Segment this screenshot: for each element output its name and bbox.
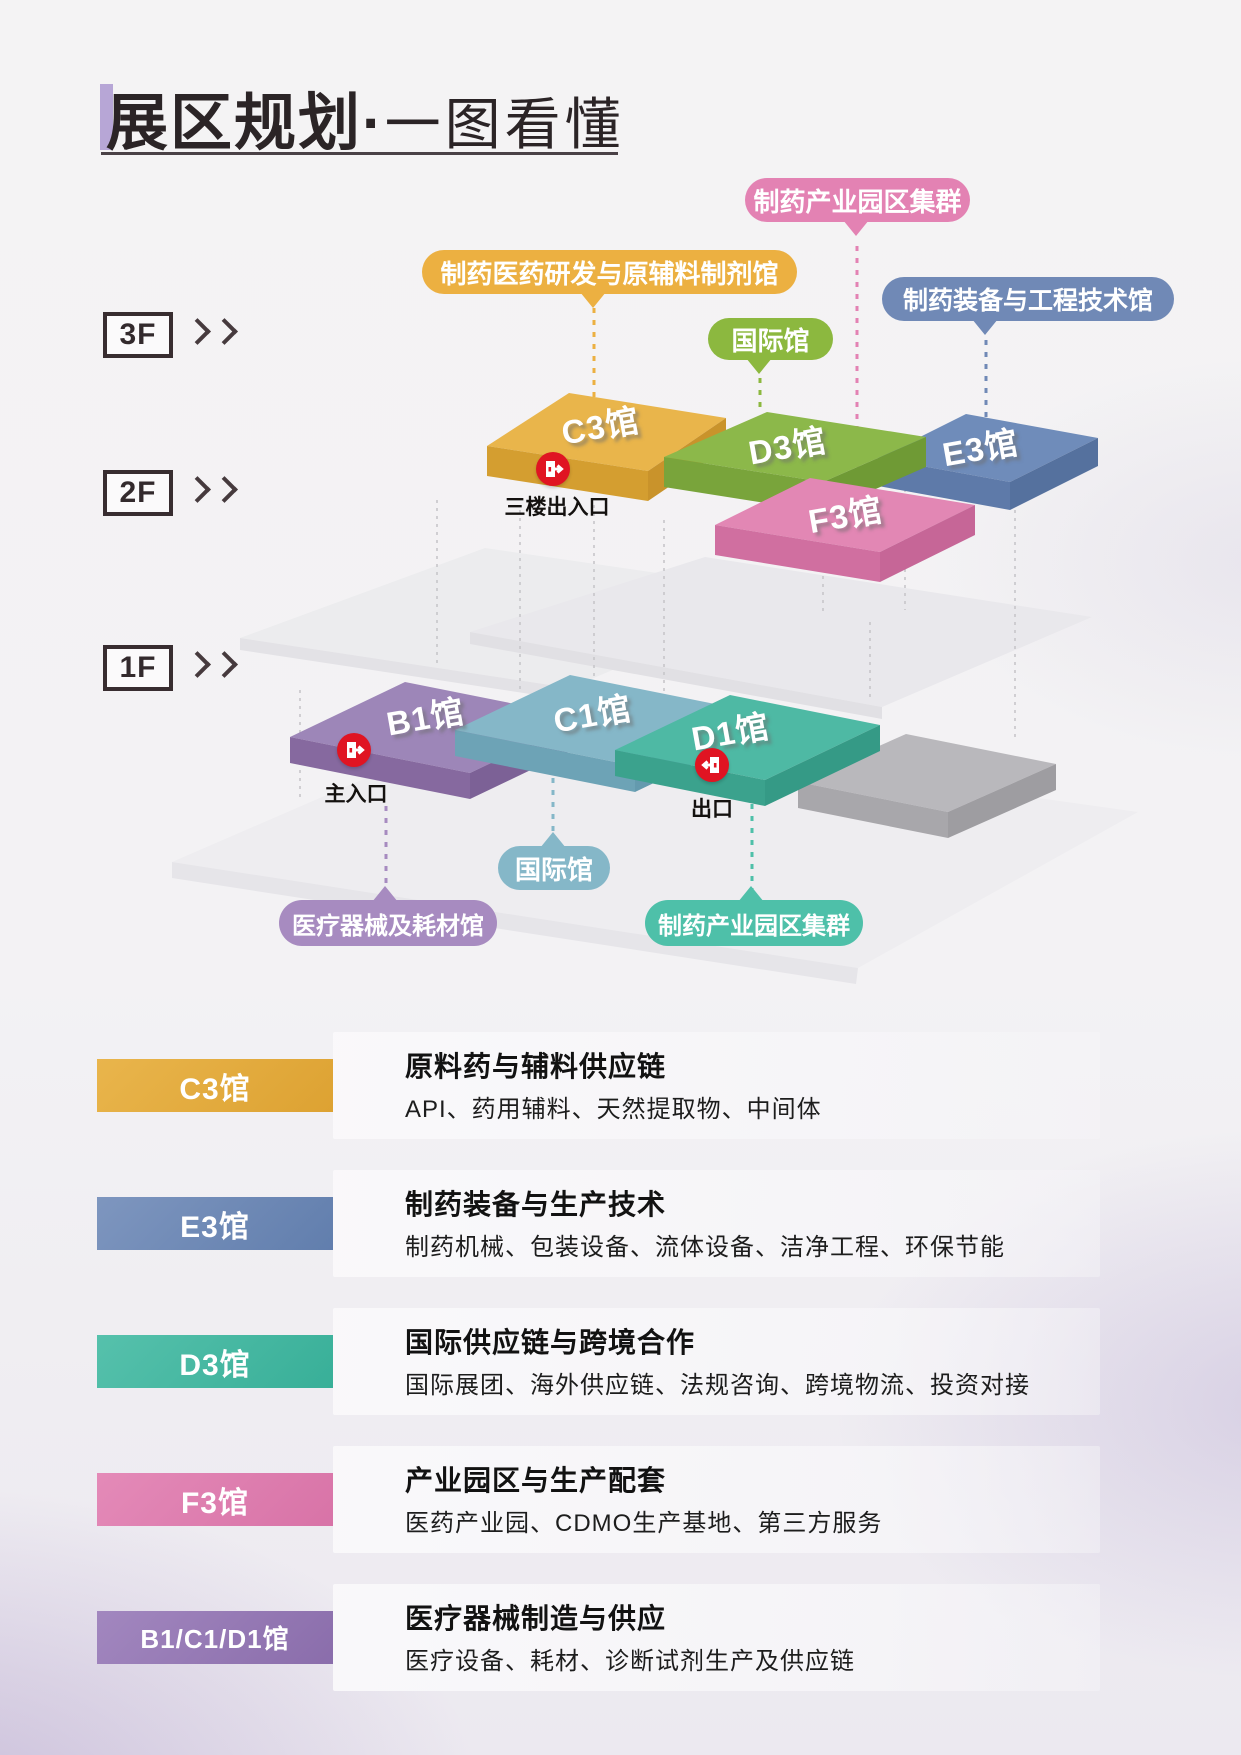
title-accent-bar	[100, 84, 113, 150]
legend-hall-badge-d3: D3馆	[97, 1335, 333, 1388]
page-title-light: 一图看懂	[384, 93, 625, 156]
callout-equipment-engineering: 制药装备与工程技术馆	[882, 277, 1174, 335]
page-title: 展区规划·一图看懂	[106, 72, 625, 162]
legend-row-c3: C3馆 原料药与辅料供应链 API、药用辅料、天然提取物、中间体	[0, 1032, 1241, 1139]
legend-hall-badge-b1c1d1: B1/C1/D1馆	[97, 1611, 333, 1664]
door-enter-icon	[695, 748, 729, 782]
callout-industrial-park-1f: 制药产业园区集群	[645, 886, 863, 946]
legend-desc: 制药机械、包装设备、流体设备、洁净工程、环保节能	[405, 1234, 1005, 1261]
legend-title: 原料药与辅料供应链	[405, 1051, 667, 1082]
door-exit-icon	[337, 733, 371, 767]
legend-panel	[333, 1584, 1100, 1691]
title-underline	[101, 152, 618, 155]
legend-row-e3: E3馆 制药装备与生产技术 制药机械、包装设备、流体设备、洁净工程、环保节能	[0, 1170, 1241, 1277]
door-exit-icon	[536, 452, 570, 486]
floorplan-scene	[172, 246, 1138, 984]
callout-international-1f: 国际馆	[498, 832, 610, 890]
legend-panel	[333, 1446, 1100, 1553]
floor-label-2f: 2F	[103, 470, 173, 516]
hall-f3-block	[715, 478, 975, 582]
legend-desc: 医药产业园、CDMO生产基地、第三方服务	[405, 1510, 883, 1537]
hall-d1-block	[615, 695, 880, 806]
legend-hall-badge-c3: C3馆	[97, 1059, 333, 1112]
legend-title: 产业园区与生产配套	[405, 1465, 667, 1496]
legend-row-b1c1d1: B1/C1/D1馆 医疗器械制造与供应 医疗设备、耗材、诊断试剂生产及供应链	[0, 1584, 1241, 1691]
legend-desc: 医疗设备、耗材、诊断试剂生产及供应链	[405, 1648, 855, 1675]
exit-label: 出口	[691, 798, 733, 821]
main-entrance-label: 主入口	[324, 783, 388, 806]
legend-row-f3: F3馆 产业园区与生产配套 医药产业园、CDMO生产基地、第三方服务	[0, 1446, 1241, 1553]
legend-panel	[333, 1032, 1100, 1139]
callout-pharma-rd-excipients: 制药医药研发与原辅料制剂馆	[422, 250, 797, 308]
legend-panel	[333, 1170, 1100, 1277]
legend-panel	[333, 1308, 1100, 1415]
callout-medical-devices: 医疗器械及耗材馆	[279, 886, 497, 946]
legend-desc: API、药用辅料、天然提取物、中间体	[405, 1096, 822, 1123]
entrance-3f-label: 三楼出入口	[504, 496, 610, 519]
legend-title: 制药装备与生产技术	[405, 1189, 667, 1220]
page-title-strong: 展区规划·	[106, 89, 385, 158]
callout-pharma-industrial-park: 制药产业园区集群	[745, 178, 970, 236]
legend-hall-badge-e3: E3馆	[97, 1197, 333, 1250]
callout-international-3f: 国际馆	[708, 318, 833, 374]
floor-label-3f: 3F	[103, 312, 173, 358]
legend-desc: 国际展团、海外供应链、法规咨询、跨境物流、投资对接	[405, 1372, 1030, 1399]
floor-label-1f: 1F	[103, 645, 173, 691]
legend-title: 医疗器械制造与供应	[405, 1603, 667, 1634]
legend-title: 国际供应链与跨境合作	[405, 1327, 696, 1358]
legend-hall-badge-f3: F3馆	[97, 1473, 333, 1526]
legend-row-d3: D3馆 国际供应链与跨境合作 国际展团、海外供应链、法规咨询、跨境物流、投资对接	[0, 1308, 1241, 1415]
